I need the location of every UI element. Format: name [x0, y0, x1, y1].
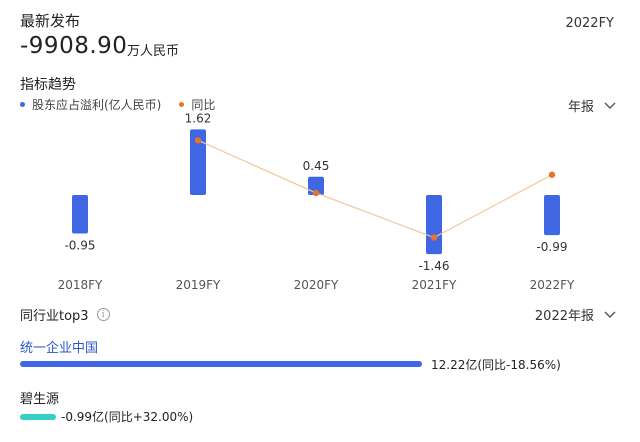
legend-dot-yoy — [179, 102, 185, 107]
legend-dot-profit — [20, 102, 25, 107]
main-unit: 万人民币 — [127, 44, 180, 59]
report-type-label: 年报 — [567, 100, 594, 115]
legend-item-yoy: 同比 — [179, 96, 215, 113]
info-icon[interactable]: i — [96, 308, 110, 321]
bar-2021FY — [426, 195, 442, 255]
x-tick-2018FY: 2018FY — [58, 278, 103, 292]
yoy-line — [197, 139, 553, 239]
trend-title: 指标趋势 — [20, 77, 76, 93]
bar-label-2019FY: 1.62 — [185, 111, 212, 125]
bar-2022FY — [544, 195, 560, 236]
peer-title: 同行业top3 i — [20, 305, 110, 324]
chevron-down-icon — [604, 102, 616, 109]
peer-bar-1 — [20, 361, 422, 367]
yoy-point — [312, 189, 320, 197]
yoy-point — [194, 137, 202, 144]
legend-item-profit: 股东应占溢利(亿人民币) — [20, 96, 161, 113]
x-tick-2020FY: 2020FY — [294, 278, 339, 292]
legend-label-yoy: 同比 — [191, 98, 216, 112]
bar-label-2018FY: -0.95 — [64, 238, 95, 252]
peer-value-2: -0.99亿(同比+32.00%) — [61, 410, 194, 424]
bar-label-2022FY: -0.99 — [536, 240, 567, 254]
peer-name-2[interactable]: 碧生源 — [20, 392, 60, 407]
latest-label: 最新发布 — [20, 12, 81, 30]
x-tick-2022FY: 2022FY — [530, 278, 575, 292]
legend-label-profit: 股东应占溢利(亿人民币) — [32, 98, 162, 112]
period-label: 2022FY — [565, 16, 614, 31]
x-tick-2019FY: 2019FY — [176, 278, 221, 292]
bar-label-2020FY: 0.45 — [303, 159, 330, 173]
main-value: -9908.90 — [20, 33, 128, 59]
peer-value-1: 12.22亿(同比-18.56%) — [431, 358, 561, 372]
peer-title-label: 同行业top3 — [20, 309, 89, 324]
yoy-point — [430, 234, 438, 241]
bar-2018FY — [72, 195, 88, 234]
chart-legend: 股东应占溢利(亿人民币) 同比 — [20, 96, 233, 113]
bar-2019FY — [190, 129, 206, 195]
peer-bar-2 — [20, 414, 56, 420]
x-tick-2021FY: 2021FY — [412, 278, 457, 292]
bar-label-2021FY: -1.46 — [418, 259, 449, 273]
bar-2020FY — [308, 176, 324, 195]
yoy-point — [548, 171, 556, 178]
peer-name-1[interactable]: 统一企业中国 — [20, 341, 99, 356]
chevron-down-icon — [604, 311, 616, 318]
report-type-dropdown[interactable]: 年报 — [568, 96, 616, 115]
peer-period-label: 2022年报 — [534, 309, 594, 324]
peer-period-dropdown[interactable]: 2022年报 — [535, 305, 616, 324]
trend-chart: -0.95 1.62 0.45 -1.46 -0.99 2018FY 2019FY 2020F… — [58, 111, 575, 292]
